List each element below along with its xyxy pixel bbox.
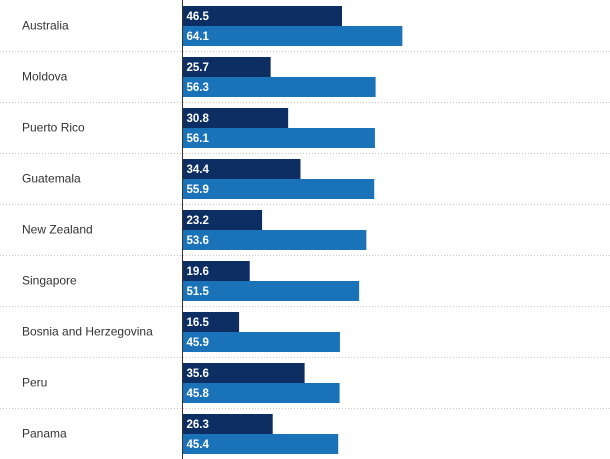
category-label: Guatemala [22,172,81,186]
bar-series-1 [182,6,342,26]
data-label-series-2: 45.8 [187,388,210,400]
category-label: Australia [22,19,69,33]
category-label: Panama [22,427,67,441]
chart-row: Panama 26.3 45.4 [22,414,339,454]
bar-series-1 [182,261,250,281]
chart-row: Singapore 19.6 51.5 [22,261,360,301]
data-label-series-1: 19.6 [187,266,209,278]
bar-series-1 [182,312,240,332]
data-label-series-1: 25.7 [187,62,209,74]
chart-row: Guatemala 34.4 55.9 [22,159,375,199]
bar-series-2 [182,434,339,454]
chart-row: Puerto Rico 30.8 56.1 [22,108,375,148]
data-label-series-1: 23.2 [187,215,209,227]
data-label-series-2: 45.9 [187,337,209,349]
category-label: Bosnia and Herzegovina [22,325,153,339]
data-label-series-1: 30.8 [187,113,210,125]
data-label-series-1: 34.4 [187,164,210,176]
category-label: Singapore [22,274,77,288]
data-label-series-1: 46.5 [187,11,210,23]
bar-series-2 [182,230,367,250]
chart-row: Moldova 25.7 56.3 [22,57,376,97]
bar-series-2 [182,281,360,301]
category-label: New Zealand [22,223,93,237]
bar-series-2 [182,383,340,403]
bar-series-2 [182,77,376,97]
data-label-series-2: 64.1 [187,31,210,43]
data-label-series-1: 35.6 [187,368,209,380]
category-label: Peru [22,376,47,390]
bar-series-1 [182,414,273,434]
chart-row: Peru 35.6 45.8 [22,363,340,403]
chart-row: New Zealand 23.2 53.6 [22,210,367,250]
bar-series-1 [182,108,289,128]
bar-series-2 [182,26,403,46]
data-label-series-2: 56.3 [187,82,209,94]
bar-series-1 [182,363,305,383]
data-label-series-2: 55.9 [187,184,209,196]
data-label-series-2: 53.6 [187,235,209,247]
bar-series-1 [182,210,263,230]
data-label-series-2: 51.5 [187,286,210,298]
data-label-series-2: 56.1 [187,133,210,145]
bar-series-1 [182,159,301,179]
chart-row: Bosnia and Herzegovina 16.5 45.9 [22,312,340,352]
data-label-series-1: 26.3 [187,419,209,431]
category-label: Puerto Rico [22,121,85,135]
chart-rows: Australia 46.5 64.1 Moldova 25.7 56.3 Puerto R… [22,6,403,454]
data-label-series-2: 45.4 [187,439,210,451]
category-label: Moldova [22,70,68,84]
bar-series-1 [182,57,271,77]
chart-row: Australia 46.5 64.1 [22,6,403,46]
bar-series-2 [182,332,340,352]
bar-series-2 [182,179,375,199]
data-label-series-1: 16.5 [187,317,210,329]
bar-series-2 [182,128,375,148]
